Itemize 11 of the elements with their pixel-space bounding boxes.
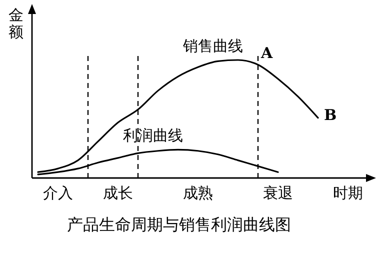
text: 产品生命周期与销售利润曲线图 <box>67 215 291 234</box>
y-axis-title: 金额 <box>8 6 24 41</box>
x-tick-label: 介入 <box>43 184 73 202</box>
annotation: A <box>260 44 273 62</box>
series-label: 销售曲线 <box>182 37 243 55</box>
x-axis-title: 时期 <box>333 184 363 202</box>
x-tick-label: 衰退 <box>263 184 293 202</box>
annotation: B <box>324 106 337 124</box>
series-label: 利润曲线 <box>123 126 183 145</box>
x-tick-label: 成长 <box>103 184 133 202</box>
x-tick-label: 成熟 <box>183 184 213 202</box>
